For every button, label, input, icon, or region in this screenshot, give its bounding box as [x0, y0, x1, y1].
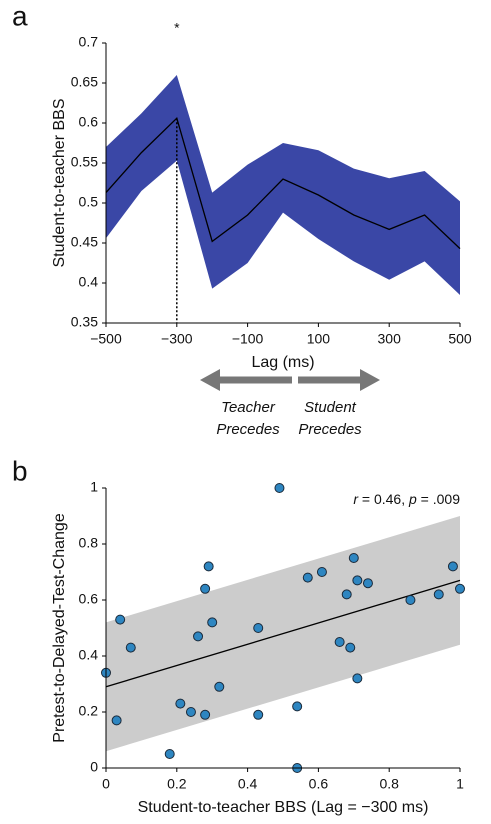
- x-tick-label: 300: [378, 331, 402, 347]
- data-point: [253, 623, 264, 633]
- y-tick-label: 0.65: [71, 74, 98, 90]
- x-tick-label: 0.2: [167, 776, 187, 792]
- stat-part: = 0.46,: [358, 491, 409, 507]
- significance-marker: *: [174, 20, 180, 36]
- x-tick-label: 0.6: [309, 776, 329, 792]
- data-point: [405, 595, 416, 605]
- data-point: [433, 589, 444, 600]
- panel-label: a: [12, 0, 28, 31]
- y-tick-label: 0.2: [79, 703, 99, 719]
- x-tick-label: 1: [456, 776, 464, 792]
- y-tick-label: 0.5: [79, 194, 99, 210]
- stat-annotation: r = 0.46, p = .009: [353, 491, 460, 507]
- data-point: [203, 561, 214, 572]
- data-point: [341, 589, 352, 600]
- x-axis-label: Lag (ms): [251, 354, 314, 371]
- x-tick-label: 0.8: [379, 776, 399, 792]
- mean-line: [105, 116, 461, 250]
- data-point: [352, 575, 363, 586]
- data-point: [200, 709, 211, 720]
- data-point: [292, 701, 303, 712]
- x-tick-label: −300: [161, 331, 193, 347]
- data-point: [253, 709, 264, 720]
- panel-label: b: [12, 455, 28, 486]
- data-point: [316, 567, 327, 577]
- data-point: [352, 673, 363, 684]
- y-tick-label: 0.8: [79, 535, 99, 551]
- data-point: [175, 698, 186, 709]
- data-point: [125, 642, 136, 653]
- data-point: [214, 681, 225, 692]
- data-point: [345, 642, 356, 653]
- data-point: [302, 572, 313, 583]
- arrow-label: Teacher: [221, 399, 276, 416]
- x-tick-label: 100: [307, 331, 331, 347]
- data-point: [362, 578, 373, 589]
- y-tick-label: 0: [90, 759, 98, 775]
- data-point: [455, 583, 465, 594]
- arrow-head: [200, 369, 220, 391]
- x-tick-label: −100: [232, 331, 264, 347]
- data-point: [447, 561, 458, 572]
- y-tick-label: 0.6: [79, 114, 99, 130]
- y-axis-label: Student-to-teacher BBS: [51, 99, 68, 268]
- data-point: [115, 614, 126, 625]
- arrow-label: Student: [304, 399, 357, 416]
- data-point: [164, 749, 175, 759]
- data-point: [348, 553, 359, 563]
- y-tick-label: 0.4: [79, 647, 99, 663]
- data-point: [334, 637, 345, 647]
- data-point: [274, 483, 285, 493]
- arrow-right: [298, 369, 380, 391]
- y-tick-label: 0.7: [79, 34, 99, 50]
- y-tick-label: 0.45: [71, 234, 98, 250]
- x-tick-label: 0: [102, 776, 110, 792]
- y-tick-label: 0.6: [79, 591, 99, 607]
- stat-part: r: [353, 491, 359, 507]
- y-tick-label: 1: [90, 479, 98, 495]
- y-tick-label: 0.55: [71, 154, 98, 170]
- stat-part: = .009: [417, 491, 460, 507]
- data-point: [207, 617, 218, 628]
- stat-part: p: [408, 491, 417, 507]
- y-tick-label: 0.4: [79, 274, 99, 290]
- x-axis-label: Student-to-teacher BBS (Lag = −300 ms): [138, 799, 429, 816]
- confidence-band: [106, 75, 460, 295]
- regression-line: [105, 579, 461, 688]
- data-point: [185, 707, 196, 717]
- arrow-label: Precedes: [298, 421, 362, 438]
- y-tick-label: 0.35: [71, 314, 98, 330]
- x-tick-label: 500: [448, 331, 472, 347]
- y-axis-label: Pretest-to-Delayed-Test-Change: [51, 513, 68, 743]
- data-point: [193, 631, 204, 642]
- arrow-left: [200, 369, 292, 391]
- data-point: [200, 583, 211, 594]
- data-point: [111, 715, 122, 726]
- arrow-head: [360, 369, 380, 391]
- x-tick-label: 0.4: [238, 776, 258, 792]
- x-tick-label: −500: [90, 331, 122, 347]
- arrow-label: Precedes: [216, 421, 280, 438]
